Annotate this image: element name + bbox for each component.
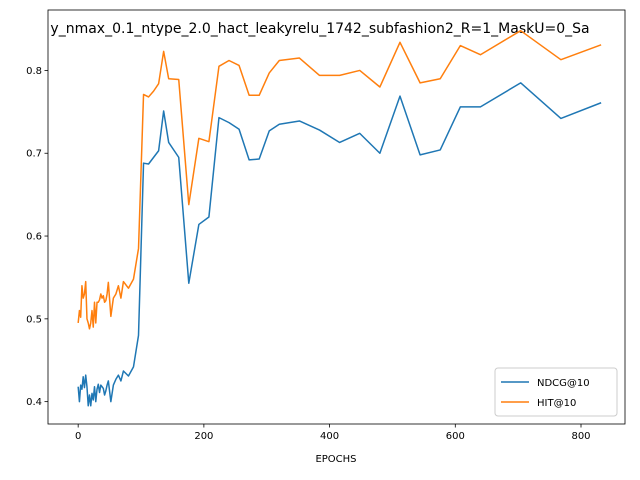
legend: NDCG@10 HIT@10 (494, 367, 618, 417)
x-axis-label: EPOCHS (315, 454, 356, 465)
x-tick-label: 400 (320, 431, 339, 442)
plot-area (77, 29, 602, 407)
x-tick-label: 200 (194, 431, 213, 442)
legend-label: NDCG@10 (537, 378, 590, 389)
y-tick-label: 0.4 (26, 397, 42, 408)
legend-label: HIT@10 (537, 398, 576, 409)
x-tick-label: 0 (75, 431, 81, 442)
y-tick-label: 0.5 (26, 314, 42, 325)
legend-box (494, 367, 618, 417)
x-tick-label: 800 (571, 431, 590, 442)
y-tick-label: 0.7 (26, 149, 42, 160)
y-tick-label: 0.6 (26, 232, 42, 243)
x-tick-label: 600 (446, 431, 465, 442)
axes-frame (47, 9, 626, 425)
series-line-ndcg (77, 82, 602, 407)
series-line-hit (77, 29, 602, 330)
chart-title: y_nmax_0.1_ntype_2.0_hact_leakyrelu_1742… (50, 21, 589, 37)
y-tick-label: 0.8 (26, 66, 42, 77)
axes: 0 200 400 600 800 0.4 0.5 0.6 0.7 0.8 (26, 9, 626, 442)
